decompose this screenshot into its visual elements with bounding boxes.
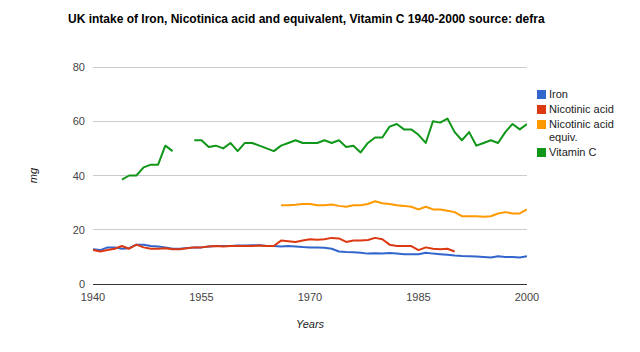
legend-label: Iron — [549, 88, 568, 100]
text-line: UK intake of Iron, Nicotinica acid and e… — [68, 12, 545, 26]
chart-svg: UK intake of Iron, Nicotinica acid and e… — [0, 0, 640, 352]
y-tick-label: 20 — [73, 224, 85, 236]
legend: IronNicotinic acidNicotinic acidequiv.Vi… — [537, 88, 614, 158]
legend-swatch — [537, 105, 546, 114]
series-line — [122, 119, 527, 180]
legend-label: Nicotinic acidequiv. — [549, 118, 614, 143]
grid-line — [93, 284, 527, 285]
legend-label: Vitamin C — [549, 146, 597, 158]
y-tick-label: 60 — [73, 115, 85, 127]
text-line: Iron — [549, 88, 568, 100]
legend-label: Nicotinic acid — [549, 103, 614, 115]
grid-line — [93, 121, 527, 122]
y-axis-label: mg — [27, 167, 39, 183]
chart-container: UK intake of Iron, Nicotinica acid and e… — [0, 0, 640, 352]
chart-title: UK intake of Iron, Nicotinica acid and e… — [68, 12, 545, 26]
series-line — [93, 245, 527, 258]
x-tick-label: 1970 — [298, 291, 322, 303]
x-tick-label: 1985 — [406, 291, 430, 303]
grid-line — [93, 175, 527, 176]
text-line: Nicotinic acid — [549, 118, 614, 130]
x-tick-label: 1940 — [81, 291, 105, 303]
y-tick-label: 80 — [73, 61, 85, 73]
x-axis-label: Years — [296, 318, 325, 330]
series-line — [281, 201, 527, 216]
text-line: Nicotinic acid — [549, 103, 614, 115]
x-tick-label: 1955 — [189, 291, 213, 303]
grid-line — [93, 67, 527, 68]
series-lines — [93, 119, 527, 258]
legend-swatch — [537, 90, 546, 99]
series-line — [93, 238, 455, 252]
grid — [93, 67, 527, 284]
legend-swatch — [537, 148, 546, 157]
y-tick-label: 0 — [79, 278, 85, 290]
grid-line — [93, 229, 527, 230]
y-tick-label: 40 — [73, 170, 85, 182]
legend-swatch — [537, 120, 546, 129]
text-line: equiv. — [549, 131, 578, 143]
text-line: Vitamin C — [549, 146, 597, 158]
x-tick-label: 2000 — [515, 291, 539, 303]
